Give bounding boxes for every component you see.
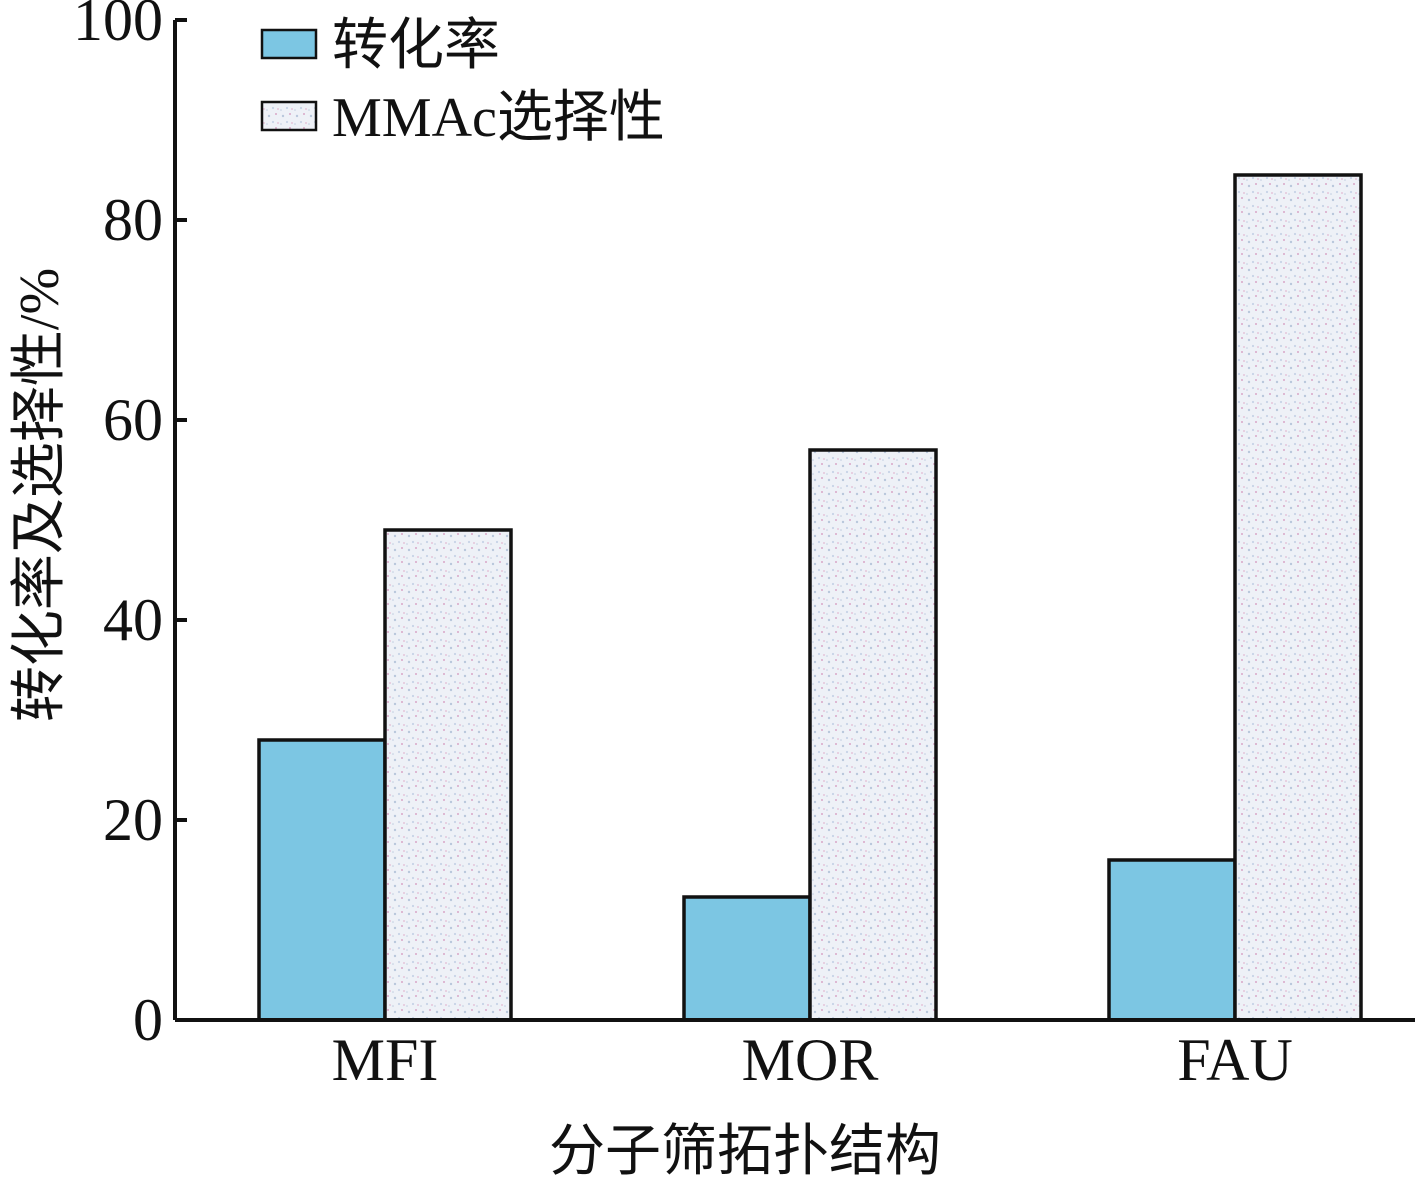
y-axis-title: 转化率及选择性/% xyxy=(9,268,71,722)
bar-conversion-mor xyxy=(682,895,812,1022)
legend-label-selectivity: MMAc选择性 xyxy=(332,87,665,149)
x-category-label: MFI xyxy=(332,1027,439,1093)
legend-label-conversion: 转化率 xyxy=(332,15,500,77)
y-tick-label: 80 xyxy=(103,187,163,253)
x-category-label: FAU xyxy=(1177,1027,1293,1093)
x-axis-title: 分子筛拓扑结构 xyxy=(549,1121,941,1181)
y-ticks: 0 20 40 60 80 100 xyxy=(73,0,187,1053)
y-tick-label: 40 xyxy=(103,587,163,653)
legend-swatch-selectivity xyxy=(260,100,318,132)
y-tick-label: 100 xyxy=(73,0,163,53)
plot-area xyxy=(257,173,1363,1022)
legend-swatch-conversion xyxy=(260,28,318,60)
bar-conversion-mfi xyxy=(257,738,387,1022)
bar-selectivity-fau xyxy=(1233,173,1363,1022)
bar-conversion-fau xyxy=(1107,858,1237,1022)
y-tick-label: 60 xyxy=(103,387,163,453)
x-category-label: MOR xyxy=(742,1027,879,1093)
bar-selectivity-mfi xyxy=(383,528,513,1022)
bar-selectivity-mor xyxy=(808,448,938,1022)
x-category-labels: MFI MOR FAU xyxy=(332,1027,1293,1093)
y-tick-label: 20 xyxy=(103,787,163,853)
y-tick-label: 0 xyxy=(133,987,163,1053)
legend: 转化率 MMAc选择性 xyxy=(260,15,665,149)
